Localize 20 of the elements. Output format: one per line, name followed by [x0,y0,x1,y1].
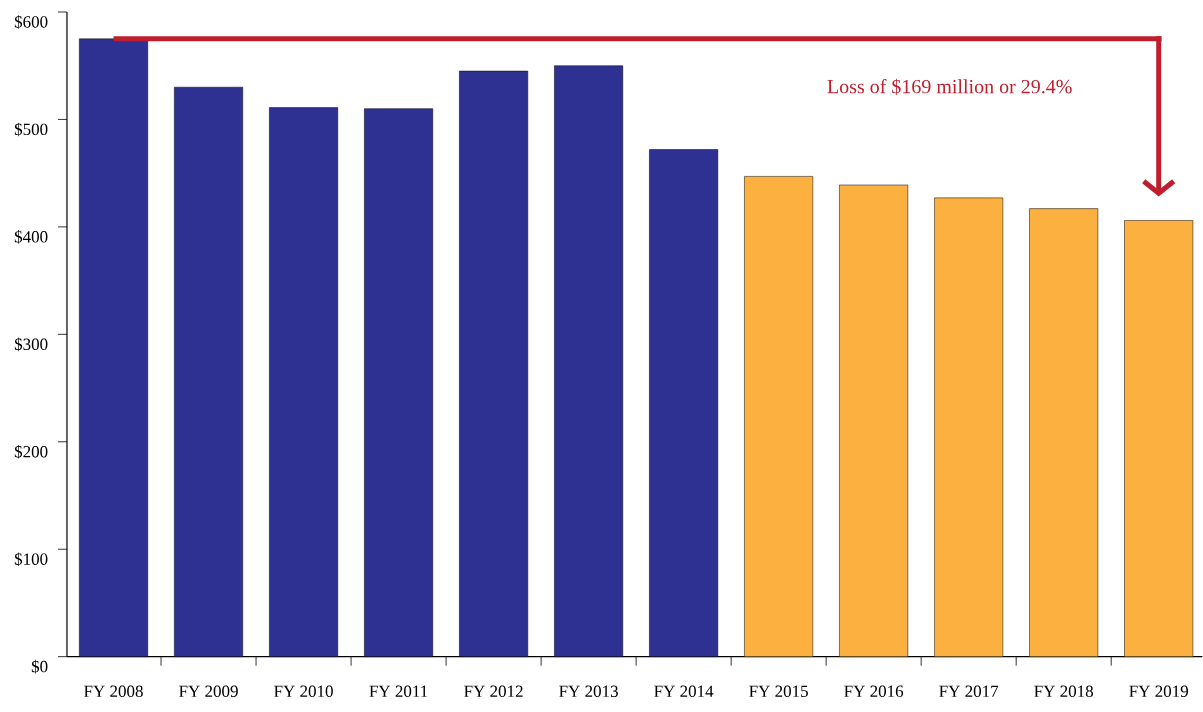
x-tick-label: FY 2016 [844,685,904,698]
x-tick-label: FY 2015 [749,685,808,698]
x-tick-label: FY 2011 [369,685,428,698]
x-tick-label: FY 2018 [1034,685,1094,698]
y-tick-label: $0 [31,660,48,674]
y-tick-label: $100 [14,552,48,567]
x-tick-label: FY 2013 [559,685,618,698]
y-tick-label: $400 [14,230,48,244]
y-tick-label: $300 [14,337,48,352]
x-tick-label: FY 2017 [939,685,999,698]
x-tick-label: FY 2008 [84,685,143,698]
x-tick-label: FY 2010 [274,685,333,698]
x-tick-label: FY 2009 [179,685,238,698]
annotation: Loss of $169 million or 29.4% [827,78,1072,95]
y-tick-label: $600 [14,15,48,29]
x-tick-label: FY 2019 [1129,685,1188,698]
x-tick-label: FY 2012 [464,685,523,698]
y-tick-label: $500 [14,122,48,137]
y-tick-label: $200 [14,445,48,459]
x-tick-label: FY 2014 [654,685,714,698]
